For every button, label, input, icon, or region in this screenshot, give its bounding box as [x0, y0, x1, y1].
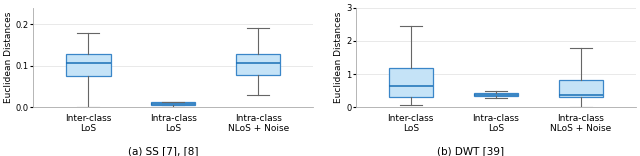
Y-axis label: Euclidean Distances: Euclidean Distances [4, 12, 13, 103]
PathPatch shape [388, 68, 433, 97]
Y-axis label: Euclidean Distances: Euclidean Distances [334, 12, 343, 103]
Text: (a) SS [7], [8]: (a) SS [7], [8] [128, 146, 198, 156]
PathPatch shape [236, 54, 280, 75]
PathPatch shape [474, 93, 518, 96]
PathPatch shape [151, 102, 195, 105]
Text: (b) DWT [39]: (b) DWT [39] [437, 146, 504, 156]
PathPatch shape [67, 54, 111, 76]
PathPatch shape [559, 80, 603, 98]
